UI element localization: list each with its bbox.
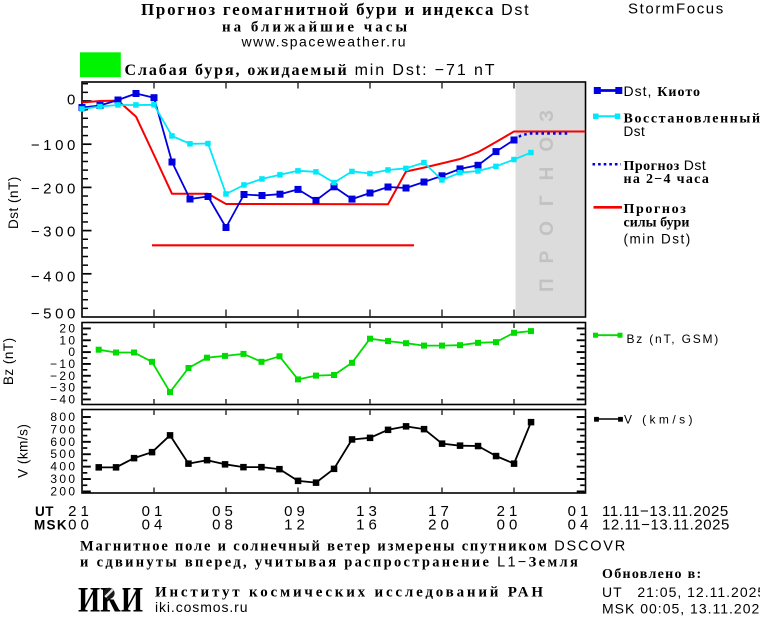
svg-text:Обновлено в:: Обновлено в: — [602, 567, 702, 582]
svg-text:20: 20 — [59, 321, 77, 335]
svg-text:17: 17 — [428, 503, 453, 520]
svg-text:0: 0 — [67, 92, 79, 109]
svg-text:10: 10 — [59, 333, 77, 347]
svg-text:16: 16 — [356, 517, 381, 534]
svg-text:UT: UT — [35, 504, 54, 519]
svg-text:00: 00 — [497, 517, 522, 534]
svg-text:на ближайшие часы: на ближайшие часы — [222, 19, 410, 35]
svg-text:Прогноз Dst: Прогноз Dst — [624, 157, 707, 174]
svg-text:MSK 00:05, 13.11.2025: MSK 00:05, 13.11.2025 — [602, 601, 760, 617]
svg-text:−20: −20 — [50, 369, 77, 383]
svg-text:800: 800 — [50, 410, 77, 424]
svg-text:Слабая буря, ожидаемый min Dst: Слабая буря, ожидаемый min Dst: −71 nT — [125, 62, 497, 79]
svg-text:−10: −10 — [50, 357, 77, 371]
svg-text:(min Dst): (min Dst) — [624, 232, 692, 247]
svg-text:−30: −30 — [50, 381, 77, 395]
svg-text:500: 500 — [50, 447, 77, 461]
svg-text:MSK: MSK — [34, 518, 68, 533]
svg-text:−300: −300 — [31, 224, 79, 241]
svg-text:600: 600 — [50, 435, 77, 449]
svg-text:Dst (nT): Dst (nT) — [6, 176, 21, 229]
svg-text:www.spaceweather.ru: www.spaceweather.ru — [241, 34, 408, 50]
svg-text:−100: −100 — [31, 137, 79, 154]
svg-text:UT 21:05, 12.11.2025: UT 21:05, 12.11.2025 — [602, 584, 760, 600]
svg-text:04: 04 — [568, 517, 593, 534]
svg-text:и сдвинуты вперед, учитывая ра: и сдвинуты вперед, учитывая распростране… — [80, 555, 580, 571]
svg-text:21: 21 — [68, 503, 93, 520]
svg-text:01: 01 — [142, 503, 167, 520]
svg-text:700: 700 — [50, 422, 77, 436]
svg-text:Dst: Dst — [624, 124, 646, 139]
svg-text:12: 12 — [284, 517, 309, 534]
svg-text:Восстановленный: Восстановленный — [624, 112, 760, 127]
svg-text:04: 04 — [142, 517, 167, 534]
svg-text:20: 20 — [428, 517, 453, 534]
svg-text:V (km/s): V (km/s) — [16, 424, 31, 478]
svg-text:силы бури: силы бури — [624, 215, 690, 230]
svg-text:−40: −40 — [50, 392, 77, 406]
svg-text:400: 400 — [50, 460, 77, 474]
svg-text:01: 01 — [568, 503, 593, 520]
svg-text:00: 00 — [68, 517, 93, 534]
svg-text:0: 0 — [68, 345, 77, 359]
svg-text:Прогноз: Прогноз — [624, 202, 688, 217]
svg-text:StormFocus: StormFocus — [628, 1, 725, 18]
svg-text:на 2−4 часа: на 2−4 часа — [624, 172, 711, 187]
svg-text:11.11−13.11.2025: 11.11−13.11.2025 — [602, 503, 729, 520]
svg-text:Магнитное поле и солнечный вет: Магнитное поле и солнечный ветер измерен… — [80, 539, 627, 555]
svg-text:300: 300 — [50, 472, 77, 486]
svg-text:−400: −400 — [31, 269, 79, 286]
svg-text:Прогноз геомагнитной бури и ин: Прогноз геомагнитной бури и индекса Dst — [141, 0, 530, 19]
svg-text:Институт космических исследова: Институт космических исследований РАН — [155, 585, 546, 601]
svg-text:05: 05 — [212, 503, 237, 520]
svg-text:09: 09 — [284, 503, 309, 520]
svg-text:200: 200 — [50, 484, 77, 498]
svg-text:iki.cosmos.ru: iki.cosmos.ru — [155, 599, 248, 615]
svg-text:−200: −200 — [31, 181, 79, 198]
svg-text:V (km/s): V (km/s) — [624, 413, 696, 427]
svg-text:21: 21 — [497, 503, 522, 520]
svg-text:13: 13 — [356, 503, 381, 520]
svg-text:Dst, Киото: Dst, Киото — [624, 83, 702, 100]
svg-text:12.11−13.11.2025: 12.11−13.11.2025 — [602, 517, 730, 534]
svg-text:ПРОГНОЗ: ПРОГНОЗ — [537, 95, 558, 292]
svg-text:−500: −500 — [31, 306, 79, 323]
svg-text:08: 08 — [212, 517, 237, 534]
svg-text:Bz (nT, GSM): Bz (nT, GSM) — [627, 332, 721, 346]
svg-text:Bz (nT): Bz (nT) — [1, 337, 16, 385]
